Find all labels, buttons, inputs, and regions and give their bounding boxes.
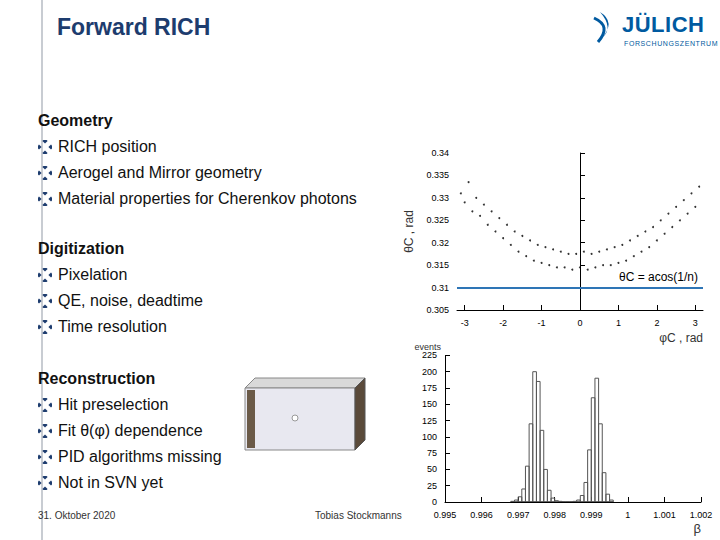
svg-text:-1: -1: [538, 318, 546, 328]
svg-text:0.999: 0.999: [580, 510, 603, 520]
html-text:Hit preselection: Hit preselection: [58, 396, 169, 413]
svg-text:0.995: 0.995: [434, 510, 457, 520]
svg-text:0: 0: [577, 318, 582, 328]
html-text:Material properties for Cheren: Material properties for Cherenkov photon…: [58, 190, 357, 207]
svg-text:θC = acos(1/n): θC = acos(1/n): [619, 270, 698, 284]
svg-text:0.305: 0.305: [426, 305, 449, 315]
html-text:Fit θ(φ) dependence: Fit θ(φ) dependence: [58, 422, 203, 439]
svg-text:25: 25: [427, 481, 437, 491]
svg-text:2: 2: [654, 318, 659, 328]
svg-text:1: 1: [625, 510, 630, 520]
svg-text:175: 175: [422, 383, 437, 393]
svg-text:β: β: [694, 521, 701, 536]
svg-text:100: 100: [422, 432, 437, 442]
svg-text:0.34: 0.34: [431, 148, 449, 158]
svg-text:0.325: 0.325: [426, 215, 449, 225]
svg-text:-3: -3: [461, 318, 469, 328]
svg-text:0.33: 0.33: [431, 193, 449, 203]
svg-text:225: 225: [422, 350, 437, 360]
svg-text:1.001: 1.001: [653, 510, 676, 520]
svg-text:125: 125: [422, 416, 437, 426]
svg-text:75: 75: [427, 448, 437, 458]
svg-text:θC , rad: θC , rad: [402, 210, 416, 253]
html-text:Not in SVN yet: Not in SVN yet: [58, 474, 163, 491]
svg-text:1.002: 1.002: [690, 510, 713, 520]
svg-text:0.335: 0.335: [426, 170, 449, 180]
svg-text:0.997: 0.997: [507, 510, 530, 520]
html-text:JÜLICH: JÜLICH: [622, 12, 705, 37]
svg-text:-2: -2: [499, 318, 507, 328]
svg-text:0.998: 0.998: [543, 510, 566, 520]
svg-text:200: 200: [422, 367, 437, 377]
svg-text:50: 50: [427, 464, 437, 474]
svg-text:0.31: 0.31: [431, 283, 449, 293]
html-text:Time resolution: Time resolution: [58, 318, 167, 335]
html-text:Reconstruction: Reconstruction: [38, 370, 156, 387]
html-text:QE, noise, deadtime: QE, noise, deadtime: [58, 292, 203, 309]
html-text:PID algorithms missing: PID algorithms missing: [58, 448, 222, 465]
html-text:Forward RICH: Forward RICH: [57, 14, 211, 40]
html-text:31. Oktober 2020: 31. Oktober 2020: [38, 510, 116, 521]
html-text:Aerogel and Mirror geometry: Aerogel and Mirror geometry: [58, 164, 262, 181]
html-text:Geometry: Geometry: [38, 112, 113, 129]
svg-text:φC , rad: φC , rad: [659, 331, 703, 345]
svg-text:1: 1: [616, 318, 621, 328]
html-text:FORSCHUNGSZENTRUM: FORSCHUNGSZENTRUM: [624, 40, 719, 47]
svg-text:0.32: 0.32: [431, 238, 449, 248]
svg-text:3: 3: [693, 318, 698, 328]
html-text:Tobias Stockmanns: Tobias Stockmanns: [315, 510, 402, 521]
html-text:Digitization: Digitization: [38, 240, 125, 257]
svg-text:0.315: 0.315: [426, 260, 449, 270]
svg-text:0: 0: [432, 497, 437, 507]
html-text:Pixelation: Pixelation: [58, 266, 128, 283]
svg-text:0.996: 0.996: [470, 510, 493, 520]
html-text:RICH position: RICH position: [58, 138, 157, 155]
svg-text:150: 150: [422, 399, 437, 409]
